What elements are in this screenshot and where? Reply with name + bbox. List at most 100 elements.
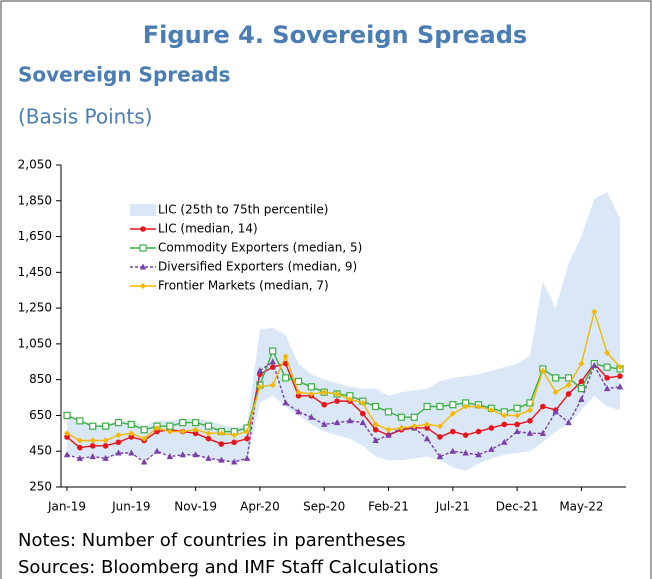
point [64, 434, 70, 440]
point [179, 451, 186, 458]
x-tick-label: Nov-19 [174, 500, 217, 514]
point [205, 430, 212, 437]
point [449, 410, 456, 417]
point [616, 383, 624, 390]
y-tick-label: 850 [29, 372, 52, 386]
point [89, 437, 96, 444]
point [564, 374, 573, 382]
point [501, 438, 508, 445]
point [192, 426, 199, 433]
point [179, 419, 187, 427]
point [424, 425, 430, 431]
point [218, 430, 225, 437]
point [282, 353, 289, 360]
point [488, 425, 495, 431]
point [552, 408, 559, 415]
legend-label: Frontier Markets (median, 7) [158, 279, 329, 293]
point [140, 426, 148, 434]
point [282, 374, 290, 382]
point [205, 454, 212, 461]
point [384, 408, 393, 416]
y-tick-label: 1,050 [18, 336, 52, 350]
point [295, 408, 302, 415]
point [76, 454, 84, 461]
point [501, 412, 508, 419]
y-tick-label: 450 [29, 444, 52, 458]
point [102, 454, 109, 461]
point [139, 263, 147, 270]
point [321, 420, 328, 427]
point [359, 419, 366, 426]
point [333, 419, 341, 426]
point [475, 451, 482, 458]
point [166, 453, 174, 460]
point [359, 399, 366, 406]
y-tick-label: 2,050 [18, 158, 52, 172]
point [140, 226, 146, 232]
band-area [67, 191, 620, 471]
point [77, 444, 83, 451]
point [256, 367, 264, 374]
point [231, 432, 238, 439]
point [166, 422, 174, 430]
point [617, 364, 623, 371]
point [334, 398, 340, 404]
point [603, 385, 611, 392]
point [462, 403, 469, 410]
point [423, 402, 431, 411]
point [411, 423, 418, 430]
x-tick-label: Jan-19 [47, 500, 86, 514]
point [101, 422, 110, 430]
point [565, 382, 572, 389]
point [192, 451, 199, 458]
point [436, 453, 444, 460]
point [488, 407, 495, 414]
point [140, 283, 146, 289]
point [218, 456, 225, 463]
x-tick-label: Apr-20 [240, 500, 280, 514]
point [526, 429, 534, 436]
point [603, 363, 611, 371]
legend-label: Commodity Exporters (median, 5) [158, 241, 362, 255]
point [128, 430, 135, 437]
point [102, 437, 109, 444]
point [115, 439, 122, 446]
point [398, 424, 405, 431]
point [501, 421, 508, 428]
point [449, 447, 457, 454]
point [64, 430, 70, 437]
y-tick-label: 1,650 [18, 229, 52, 243]
point [578, 395, 585, 402]
point [617, 373, 623, 379]
point [128, 449, 135, 456]
point [462, 432, 469, 438]
point [76, 437, 83, 444]
point [115, 449, 122, 456]
point [139, 244, 147, 252]
point [89, 443, 96, 449]
point [154, 424, 161, 431]
point [89, 422, 97, 430]
point [424, 421, 431, 428]
point [423, 435, 431, 442]
point [231, 439, 237, 446]
legend-label: LIC (median, 14) [158, 222, 258, 236]
x-tick-label: Feb-21 [368, 500, 409, 514]
point [307, 383, 315, 391]
legend-label: LIC (25th to 75th percentile) [158, 203, 328, 217]
point [436, 402, 444, 411]
point [321, 401, 328, 408]
point [591, 361, 598, 368]
point [514, 412, 521, 419]
point [488, 445, 495, 452]
point [244, 435, 250, 442]
figure-title: Figure 4. Sovereign Spreads [143, 21, 527, 49]
point [218, 441, 225, 447]
point [76, 417, 84, 425]
point [141, 435, 148, 442]
point [372, 436, 379, 443]
point [385, 431, 392, 438]
